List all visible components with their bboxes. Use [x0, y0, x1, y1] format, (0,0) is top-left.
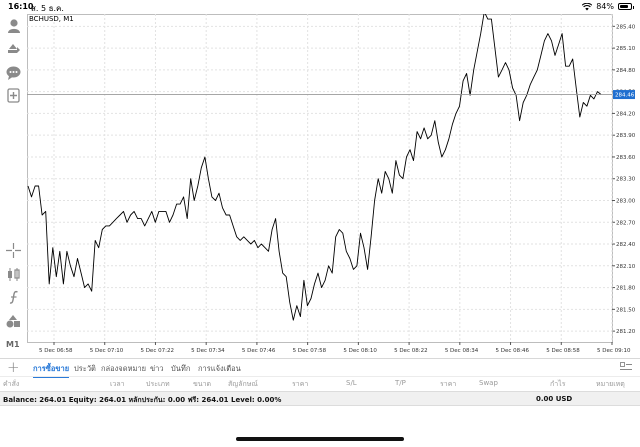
objects-icon[interactable] — [4, 312, 23, 331]
new-order-icon[interactable] — [4, 86, 23, 105]
chart-title: BCHUSD, M1 — [29, 15, 74, 23]
tab-mailbox[interactable]: กล่องจดหมาย — [101, 364, 147, 373]
col-tp: T/P — [395, 379, 406, 387]
price-line — [27, 14, 602, 321]
wifi-icon — [582, 2, 593, 10]
x-tick-label: 5 Dec 07:22 — [140, 348, 174, 354]
y-tick-label: 282.10 — [616, 264, 636, 270]
y-tick-label: 283.90 — [616, 133, 636, 139]
home-indicator[interactable] — [236, 437, 404, 441]
col-size: ขนาด — [193, 380, 212, 388]
col-swap: Swap — [479, 379, 498, 387]
trade-icon[interactable] — [4, 39, 23, 58]
col-profit: กำไร — [550, 380, 566, 388]
chart-area[interactable]: 285.40285.10284.80284.50284.20283.90283.… — [27, 14, 640, 357]
y-tick-label: 285.40 — [616, 24, 636, 30]
price-chart[interactable]: 285.40285.10284.80284.50284.20283.90283.… — [27, 14, 640, 357]
battery-percent: 84% — [596, 2, 614, 11]
y-tick-label: 283.60 — [616, 155, 636, 161]
y-tick-label: 285.10 — [616, 46, 636, 52]
candles-icon[interactable] — [4, 265, 23, 284]
col-current-price: ราคา — [440, 380, 457, 388]
total-profit: 0.00 USD — [536, 395, 573, 403]
col-order: คำสั่ง — [3, 380, 20, 388]
account-icon[interactable] — [4, 16, 23, 35]
y-tick-label: 281.50 — [616, 307, 636, 313]
x-tick-label: 5 Dec 08:10 — [343, 348, 377, 354]
x-tick-label: 5 Dec 06:58 — [39, 348, 73, 354]
x-tick-label: 5 Dec 08:34 — [445, 348, 479, 354]
tab-alerts[interactable]: การแจ้งเตือน — [198, 364, 241, 373]
left-toolbar: M1 — [0, 14, 27, 354]
status-date: ส. 5 ธ.ค. — [31, 4, 64, 13]
y-tick-label: 282.70 — [616, 220, 636, 226]
indicators-icon[interactable] — [4, 288, 23, 307]
tab-history[interactable]: ประวัติ — [74, 364, 96, 373]
panel-menu-icon[interactable] — [620, 362, 632, 372]
add-icon[interactable]: + — [7, 358, 20, 376]
x-tick-label: 5 Dec 08:58 — [546, 348, 580, 354]
y-tick-label: 283.30 — [616, 177, 636, 183]
col-type: ประเภท — [146, 380, 170, 388]
status-bar: 16:10 ส. 5 ธ.ค. 84% — [0, 0, 640, 14]
balance-summary: Balance: 264.01 Equity: 264.01 หลักประกั… — [3, 396, 282, 404]
x-tick-label: 5 Dec 08:46 — [496, 348, 530, 354]
terminal-tabs: + การซื้อขาย ประวัติ กล่องจดหมาย ข่าว บั… — [0, 358, 640, 378]
y-tick-label: 284.20 — [616, 111, 636, 117]
chat-icon[interactable] — [4, 63, 23, 82]
x-tick-label: 5 Dec 08:22 — [394, 348, 428, 354]
x-tick-label: 5 Dec 07:10 — [90, 348, 124, 354]
col-time: เวลา — [110, 380, 125, 388]
x-tick-label: 5 Dec 09:10 — [597, 348, 631, 354]
status-time: 16:10 — [8, 2, 34, 11]
tab-news[interactable]: ข่าว — [150, 364, 164, 373]
x-tick-label: 5 Dec 07:46 — [242, 348, 276, 354]
y-tick-label: 281.20 — [616, 329, 636, 335]
tab-journal[interactable]: บันทึก — [171, 364, 191, 373]
col-comment: หมายเหตุ — [596, 380, 625, 388]
current-price-badge — [613, 90, 635, 100]
balance-row: Balance: 264.01 Equity: 264.01 หลักประกั… — [0, 391, 640, 406]
x-tick-label: 5 Dec 07:58 — [293, 348, 327, 354]
col-price: ราคา — [292, 380, 309, 388]
current-price-label: 284.46 — [615, 93, 635, 99]
orders-table-header: คำสั่ง เวลา ประเภท ขนาด สัญลักษณ์ ราคา S… — [0, 376, 640, 389]
y-tick-label: 283.00 — [616, 198, 636, 204]
y-tick-label: 282.40 — [616, 242, 636, 248]
crosshair-icon[interactable] — [4, 241, 23, 260]
battery-icon — [618, 3, 634, 10]
timeframe-label[interactable]: M1 — [6, 340, 20, 349]
tab-trade[interactable]: การซื้อขาย — [33, 364, 70, 378]
col-symbol: สัญลักษณ์ — [228, 380, 258, 388]
y-tick-label: 284.80 — [616, 68, 636, 74]
y-tick-label: 281.80 — [616, 286, 636, 292]
x-tick-label: 5 Dec 07:34 — [191, 348, 225, 354]
col-sl: S/L — [346, 379, 357, 387]
